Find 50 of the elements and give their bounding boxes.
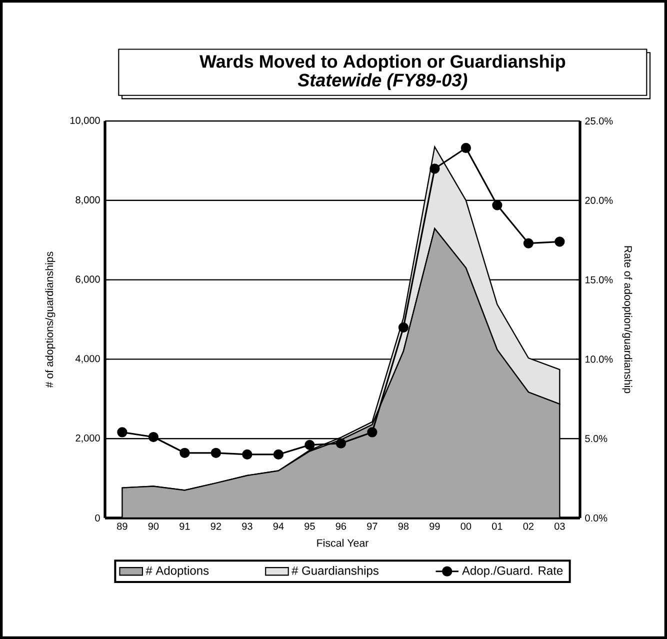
point [523,238,534,248]
y2-tick-label: 20.0% [585,196,613,204]
x-axis-title: Fiscal Year [317,538,368,547]
y-tick-label: 2,000 [76,434,100,443]
point [117,427,128,438]
y-axis-title: # of adoptions/guardianships [45,252,56,388]
y-tick-label: 8,000 [76,196,100,205]
y2-axis-title: Rate of adooption/guardianship [622,246,632,394]
y2-tick-label: 0.0% [585,514,608,522]
x-tick-label: 89 [117,522,128,530]
point [210,448,222,458]
point [554,236,565,247]
point [460,142,472,154]
x-tick-label: 99 [430,522,440,530]
chart-title: Wards Moved to Adoption or Guardianship [200,54,566,72]
y2-tick-label: 5.0% [585,435,608,442]
x-tick-label: 01 [492,522,502,530]
y2-tick-label: 10.0% [585,356,613,363]
x-tick-label: 92 [210,522,221,530]
point [304,440,315,450]
chart-subtitle: Statewide (FY89-03) [298,73,468,90]
point [273,449,284,460]
x-tick-label: 94 [273,522,284,530]
y-tick-label: 10,000 [70,116,100,126]
point [180,448,190,458]
point [398,322,409,332]
y2-tick-label: 25.0% [585,117,613,125]
x-tick-label: 96 [336,522,346,530]
x-tick-label: 93 [242,522,252,530]
x-tick-label: 97 [367,522,378,530]
x-tick-label: 95 [304,522,315,530]
point [492,200,502,210]
x-tick-label: 91 [180,522,190,530]
y-tick-label: 4,000 [76,355,100,364]
x-tick-label: 98 [398,522,409,530]
x-tick-label: 03 [554,522,565,530]
y-tick-label: 0 [95,514,100,522]
point [336,438,346,448]
point [367,427,378,438]
legend-label: # Guardianships [292,566,378,578]
x-tick-label: 90 [148,522,159,530]
legend-label: # Adoptions [146,566,209,578]
x-tick-label: 00 [460,522,472,530]
point [430,164,440,174]
y2-tick-label: 15.0% [585,276,613,284]
point [242,449,252,460]
x-tick-label: 02 [523,522,534,530]
y-tick-label: 6,000 [76,276,100,284]
legend-label: Adop./Guard. Rate [462,566,563,578]
point [148,432,159,442]
